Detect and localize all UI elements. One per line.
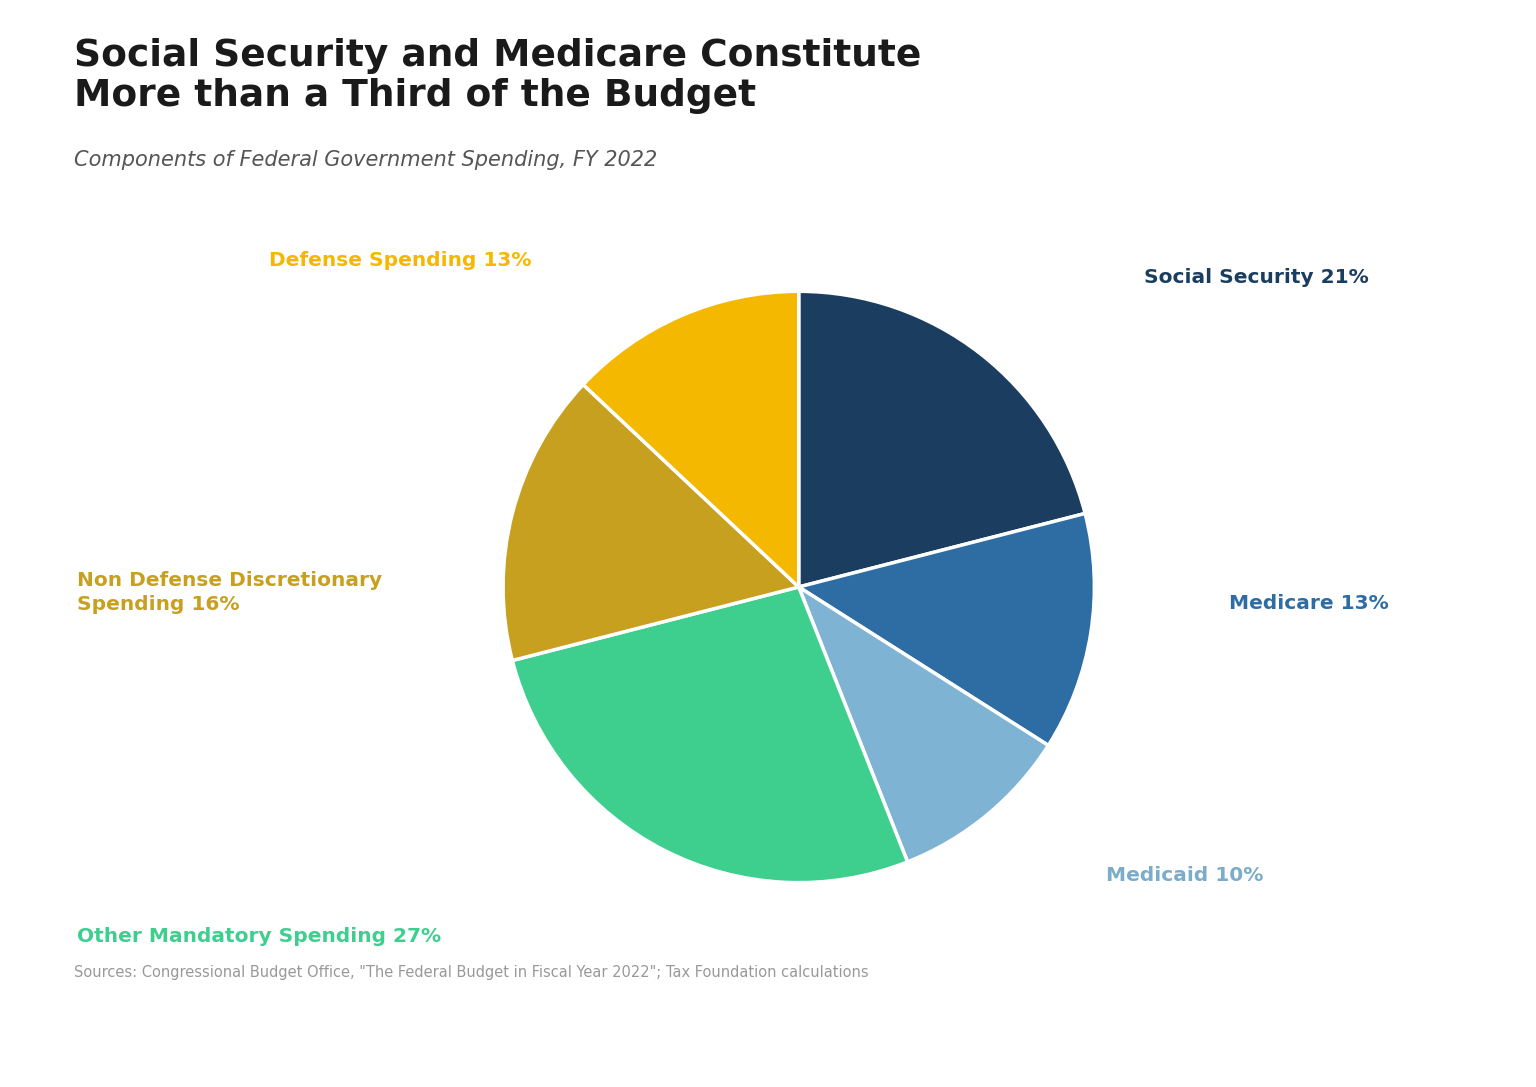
Text: Medicaid 10%: Medicaid 10% <box>1106 865 1263 885</box>
Text: Social Security 21%: Social Security 21% <box>1144 267 1369 287</box>
Wedge shape <box>504 385 799 661</box>
Text: Sources: Congressional Budget Office, "The Federal Budget in Fiscal Year 2022"; : Sources: Congressional Budget Office, "T… <box>74 965 868 980</box>
Text: Defense Spending 13%: Defense Spending 13% <box>269 251 531 271</box>
Wedge shape <box>799 291 1084 587</box>
Text: Social Security and Medicare Constitute
More than a Third of the Budget: Social Security and Medicare Constitute … <box>74 38 922 114</box>
Text: TAX FOUNDATION: TAX FOUNDATION <box>34 1046 241 1065</box>
Wedge shape <box>513 587 908 883</box>
Text: Components of Federal Government Spending, FY 2022: Components of Federal Government Spendin… <box>74 150 657 170</box>
Text: Medicare 13%: Medicare 13% <box>1229 594 1389 613</box>
Text: Other Mandatory Spending 27%: Other Mandatory Spending 27% <box>77 927 441 947</box>
Text: Non Defense Discretionary
Spending 16%: Non Defense Discretionary Spending 16% <box>77 571 382 614</box>
Wedge shape <box>799 513 1094 746</box>
Text: @TaxFoundation: @TaxFoundation <box>1342 1046 1502 1065</box>
Wedge shape <box>584 291 799 587</box>
Wedge shape <box>799 587 1049 862</box>
